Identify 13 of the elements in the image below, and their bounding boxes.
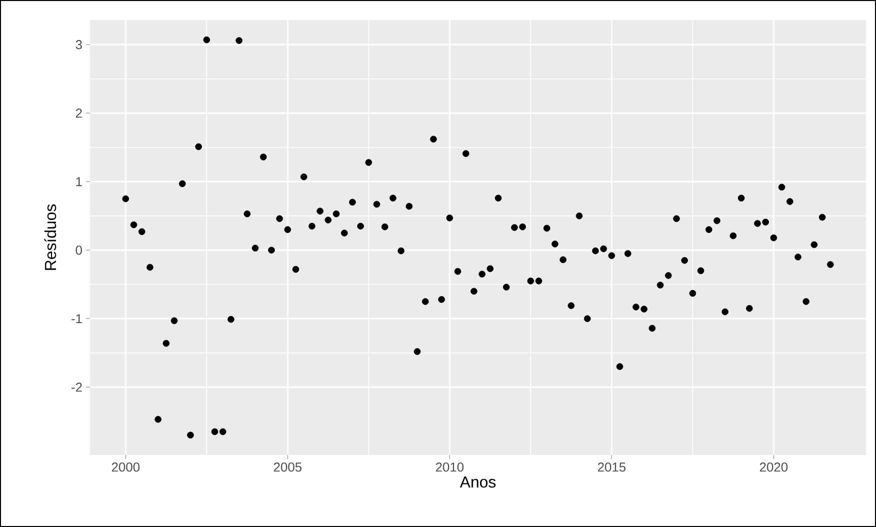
- x-tick-label: 2005: [274, 462, 302, 472]
- y-tick-label: 3: [76, 40, 82, 50]
- x-tick-label: 2000: [112, 462, 140, 472]
- x-tick-label: 2010: [436, 462, 464, 472]
- x-tick-label: 2015: [598, 462, 626, 472]
- y-tick-label: 1: [76, 177, 82, 186]
- y-axis-title: Resíduos: [44, 204, 56, 270]
- x-axis-title: Anos: [460, 476, 496, 488]
- y-tick-label: 0: [76, 246, 82, 255]
- y-tick-label: -2: [72, 382, 82, 392]
- y-tick-label: -1: [72, 314, 82, 324]
- y-tick-label: 2: [76, 108, 82, 118]
- x-tick-label: 2020: [760, 462, 788, 472]
